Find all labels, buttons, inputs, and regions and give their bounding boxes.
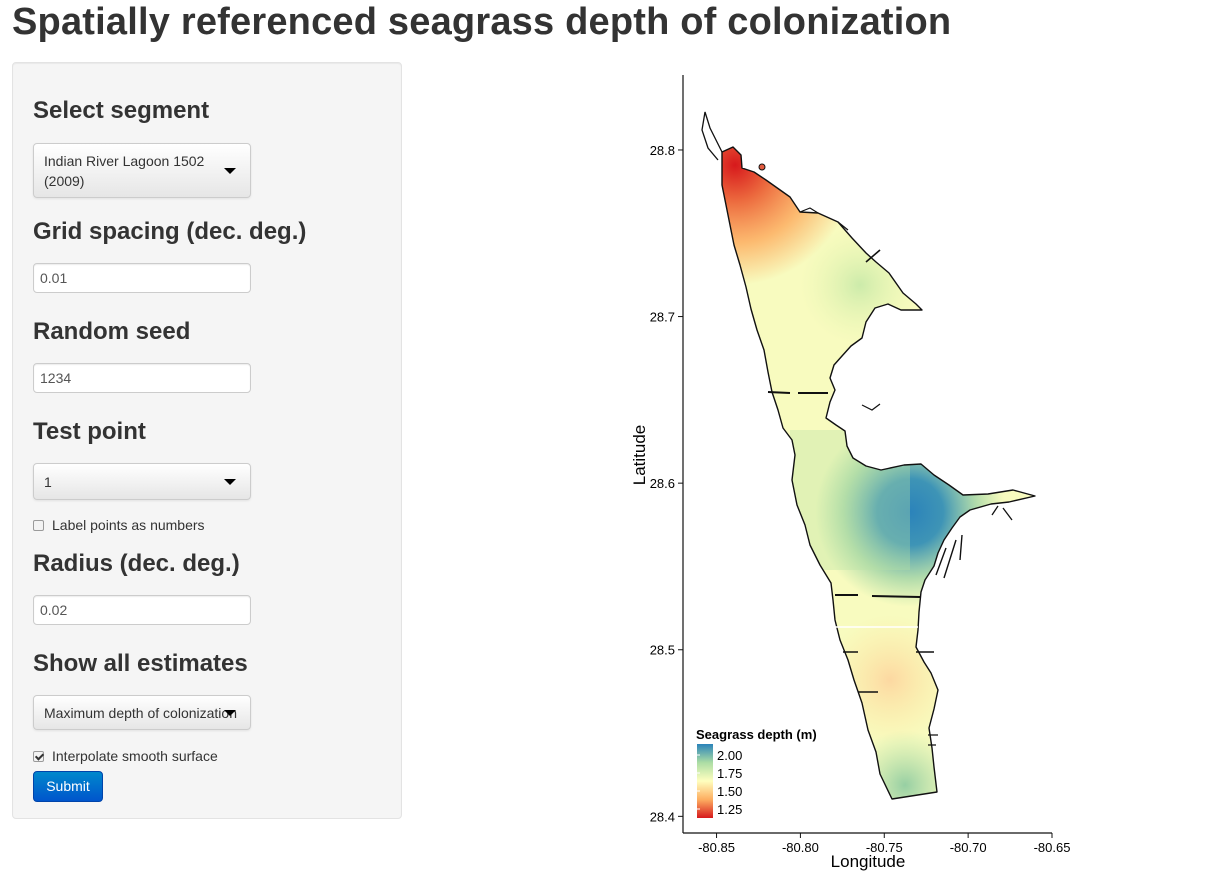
label-points-text: Label points as numbers (52, 517, 205, 533)
legend: Seagrass depth (m) 2.00 1.75 1.50 1.25 (696, 727, 817, 818)
test-point-label: Test point (33, 418, 146, 445)
plot-axes (682, 75, 1052, 834)
estimates-value: Maximum depth of colonization (44, 705, 237, 721)
radius-label: Radius (dec. deg.) (33, 550, 240, 577)
y-axis-ticks: 28.4 28.5 28.6 28.7 28.8 (650, 143, 683, 824)
x-axis-ticks: -80.85 -80.80 -80.75 -80.70 -80.65 (698, 833, 1070, 855)
grid-spacing-label: Grid spacing (dec. deg.) (33, 218, 307, 245)
random-seed-input[interactable] (33, 363, 251, 393)
y-tick-label: 28.8 (650, 143, 675, 158)
chevron-down-icon (224, 709, 236, 716)
y-tick-label: 28.4 (650, 809, 675, 824)
test-point-value: 1 (44, 474, 52, 490)
submit-button[interactable]: Submit (33, 771, 103, 802)
x-tick-label: -80.65 (1034, 840, 1071, 855)
estimates-select[interactable]: Maximum depth of colonization (33, 695, 251, 730)
x-tick-label: -80.85 (698, 840, 735, 855)
page-title: Spatially referenced seagrass depth of c… (12, 1, 952, 43)
x-tick-label: -80.80 (782, 840, 819, 855)
x-axis-title: Longitude (831, 852, 906, 871)
y-tick-label: 28.7 (650, 310, 675, 325)
interpolate-checkbox-row[interactable]: Interpolate smooth surface (33, 748, 218, 764)
label-points-checkbox[interactable] (33, 519, 44, 531)
x-tick-label: -80.75 (866, 840, 903, 855)
legend-label: 2.00 (717, 748, 742, 763)
legend-title: Seagrass depth (m) (696, 727, 817, 742)
segment-select-line2: (2009) (44, 173, 85, 189)
radius-input[interactable] (33, 595, 251, 625)
y-tick-label: 28.5 (650, 643, 675, 658)
segment-select-line1: Indian River Lagoon 1502 (44, 153, 205, 169)
chevron-down-icon (224, 478, 236, 485)
y-tick-label: 28.6 (650, 476, 675, 491)
sidebar-panel: Select segment Indian River Lagoon 1502 … (12, 62, 402, 819)
lagoon-surface (701, 111, 1036, 800)
x-tick-label: -80.70 (950, 840, 987, 855)
label-points-checkbox-row[interactable]: Label points as numbers (33, 517, 205, 533)
interpolate-text: Interpolate smooth surface (52, 748, 218, 764)
legend-labels: 2.00 1.75 1.50 1.25 (697, 748, 742, 817)
legend-label: 1.50 (717, 784, 742, 799)
interpolate-checkbox[interactable] (33, 750, 44, 762)
test-point-select[interactable]: 1 (33, 463, 251, 500)
segment-label: Select segment (33, 97, 210, 124)
legend-label: 1.25 (717, 802, 742, 817)
legend-colorbar (697, 744, 713, 818)
legend-label: 1.75 (717, 766, 742, 781)
segment-select[interactable]: Indian River Lagoon 1502 (2009) (33, 143, 251, 198)
show-estimates-label: Show all estimates (33, 650, 248, 677)
y-axis-title: Latitude (630, 425, 649, 486)
chevron-down-icon (224, 167, 236, 174)
random-seed-label: Random seed (33, 318, 191, 345)
grid-spacing-input[interactable] (33, 263, 251, 293)
